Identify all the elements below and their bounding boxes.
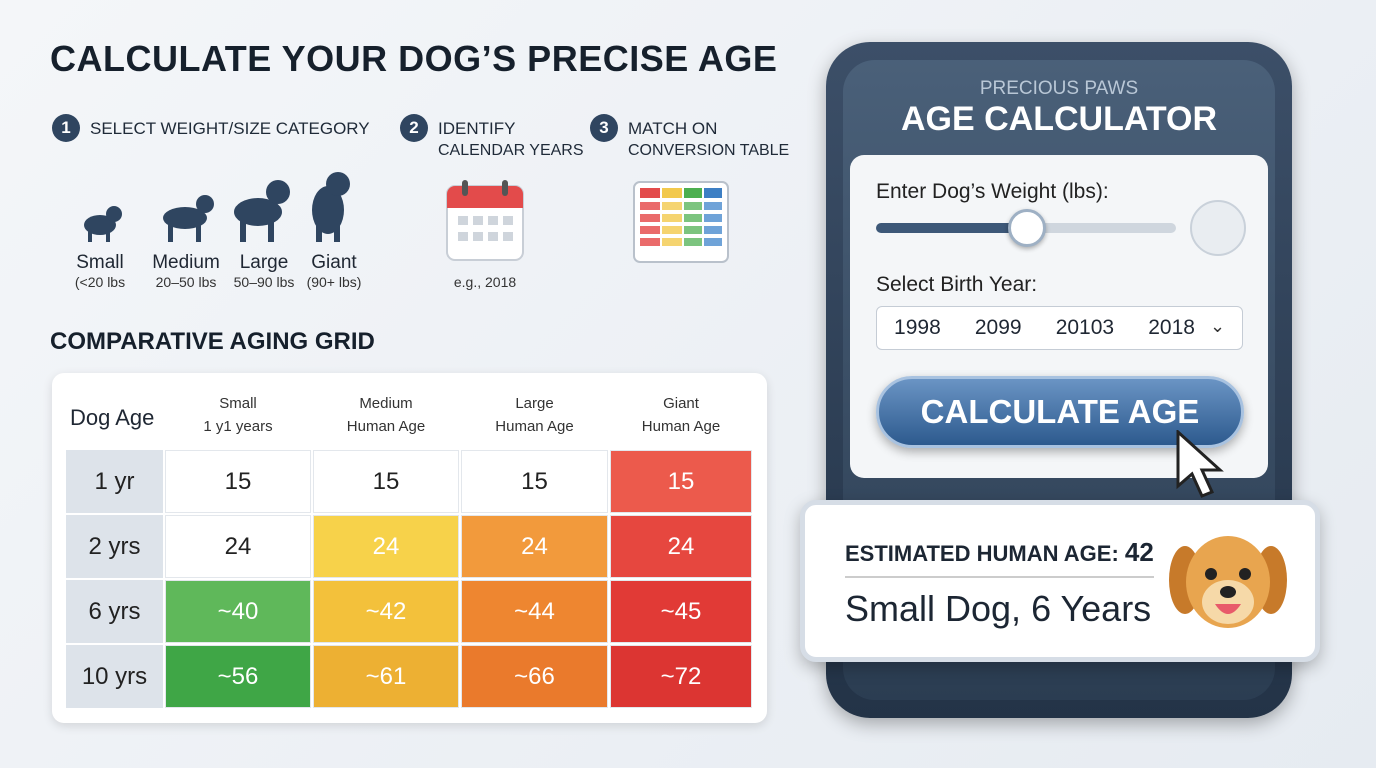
table-cell: 15	[610, 450, 752, 513]
size-option: Medium 20–50 lbs	[141, 252, 231, 290]
paw-button[interactable]	[1190, 200, 1246, 256]
column-name: Medium	[359, 395, 413, 412]
size-name: Medium	[152, 252, 220, 273]
aging-table: Dog Age Small 1 y1 years Medium Human Age La…	[52, 373, 767, 723]
table-cell: ~42	[313, 580, 459, 643]
step-number: 3	[590, 114, 618, 142]
result-label: ESTIMATED HUMAN AGE: 42	[845, 537, 1154, 578]
app-title: AGE CALCULATOR	[900, 100, 1218, 138]
table-cell: ~61	[313, 645, 459, 708]
table-cell: ~72	[610, 645, 752, 708]
size-option: Giant (90+ lbs)	[289, 252, 379, 290]
dog-avatar	[1169, 536, 1287, 628]
step-number: 2	[400, 114, 428, 142]
table-cell: ~45	[610, 580, 752, 643]
table-icon	[633, 181, 729, 263]
year-option[interactable]: 2018	[1148, 316, 1195, 339]
table-cell: ~56	[165, 645, 311, 708]
size-option: Small (<20 lbs	[55, 252, 145, 290]
size-name: Giant	[311, 252, 357, 273]
table-cell: 24	[610, 515, 752, 578]
column-header: Large Human Age	[461, 389, 608, 435]
row-label: 1 yr	[66, 450, 163, 513]
cursor	[1176, 430, 1224, 498]
weight-label: Enter Dog’s Weight (lbs):	[876, 180, 1109, 203]
grid-title: COMPARATIVE AGING GRID	[50, 328, 375, 355]
step-line: CONVERSION TABLE	[628, 142, 790, 159]
row-label: 2 yrs	[66, 515, 163, 578]
result-description: Small Dog, 6 Years	[845, 588, 1152, 629]
calendar-icon	[446, 180, 524, 261]
table-cell: ~44	[461, 580, 608, 643]
step-label: SELECT WEIGHT/SIZE CATEGORY	[90, 119, 370, 138]
column-sub: Human Age	[495, 418, 574, 435]
dog-icons	[84, 172, 350, 242]
page-title: CALCULATE YOUR DOG’S PRECISE AGE	[50, 38, 778, 79]
size-range: (90+ lbs)	[306, 274, 362, 290]
slider-thumb[interactable]	[1008, 209, 1046, 247]
column-header: Giant Human Age	[610, 389, 752, 435]
table-cell: ~66	[461, 645, 608, 708]
column-header: Small 1 y1 years	[165, 389, 311, 435]
corner-header: Dog Age	[70, 405, 155, 430]
column-name: Large	[515, 395, 554, 412]
size-range: 50–90 lbs	[233, 274, 295, 290]
table-cell: 15	[165, 450, 311, 513]
column-sub: Human Age	[641, 418, 721, 435]
size-name: Large	[239, 252, 289, 273]
column-sub: Human Age	[346, 418, 426, 435]
year-option[interactable]: 2099	[974, 316, 1022, 339]
calendar-example: e.g., 2018	[453, 274, 517, 290]
step-label: IDENTIFY CALENDAR YEARS	[438, 118, 584, 161]
table-cell: 15	[461, 450, 608, 513]
table-cell: 24	[313, 515, 459, 578]
table-cell: 24	[461, 515, 608, 578]
column-sub: 1 y1 years	[203, 418, 273, 435]
column-header: Medium Human Age	[313, 389, 459, 435]
step-line: MATCH ON	[628, 119, 718, 138]
year-label: Select Birth Year:	[876, 273, 1038, 296]
column-name: Small	[219, 395, 257, 412]
result-value: 42	[1124, 537, 1154, 567]
size-option: Large 50–90 lbs	[219, 252, 309, 290]
size-range: (<20 lbs	[74, 274, 126, 290]
size-range: 20–50 lbs	[155, 274, 217, 290]
row-label: 6 yrs	[66, 580, 163, 643]
brand: PRECIOUS PAWS	[979, 78, 1139, 99]
year-select[interactable]: 1998 2099 20103 2018	[876, 306, 1243, 350]
column-name: Giant	[663, 395, 699, 412]
year-option[interactable]: 20103	[1055, 316, 1115, 339]
step-number: 1	[52, 114, 80, 142]
step-line: IDENTIFY	[438, 119, 516, 138]
calculate-button[interactable]: CALCULATE AGE	[876, 376, 1244, 448]
table-cell: 15	[313, 450, 459, 513]
size-name: Small	[76, 252, 124, 273]
dropdown-arrow[interactable]: ⌄	[1210, 316, 1226, 336]
year-option[interactable]: 1998	[894, 316, 941, 339]
step-line: CALENDAR YEARS	[438, 142, 584, 159]
table-cell: ~40	[165, 580, 311, 643]
row-label: 10 yrs	[66, 645, 163, 708]
step-label: MATCH ON CONVERSION TABLE	[628, 118, 789, 161]
table-cell: 24	[165, 515, 311, 578]
result-label-text: ESTIMATED HUMAN AGE:	[845, 541, 1119, 566]
